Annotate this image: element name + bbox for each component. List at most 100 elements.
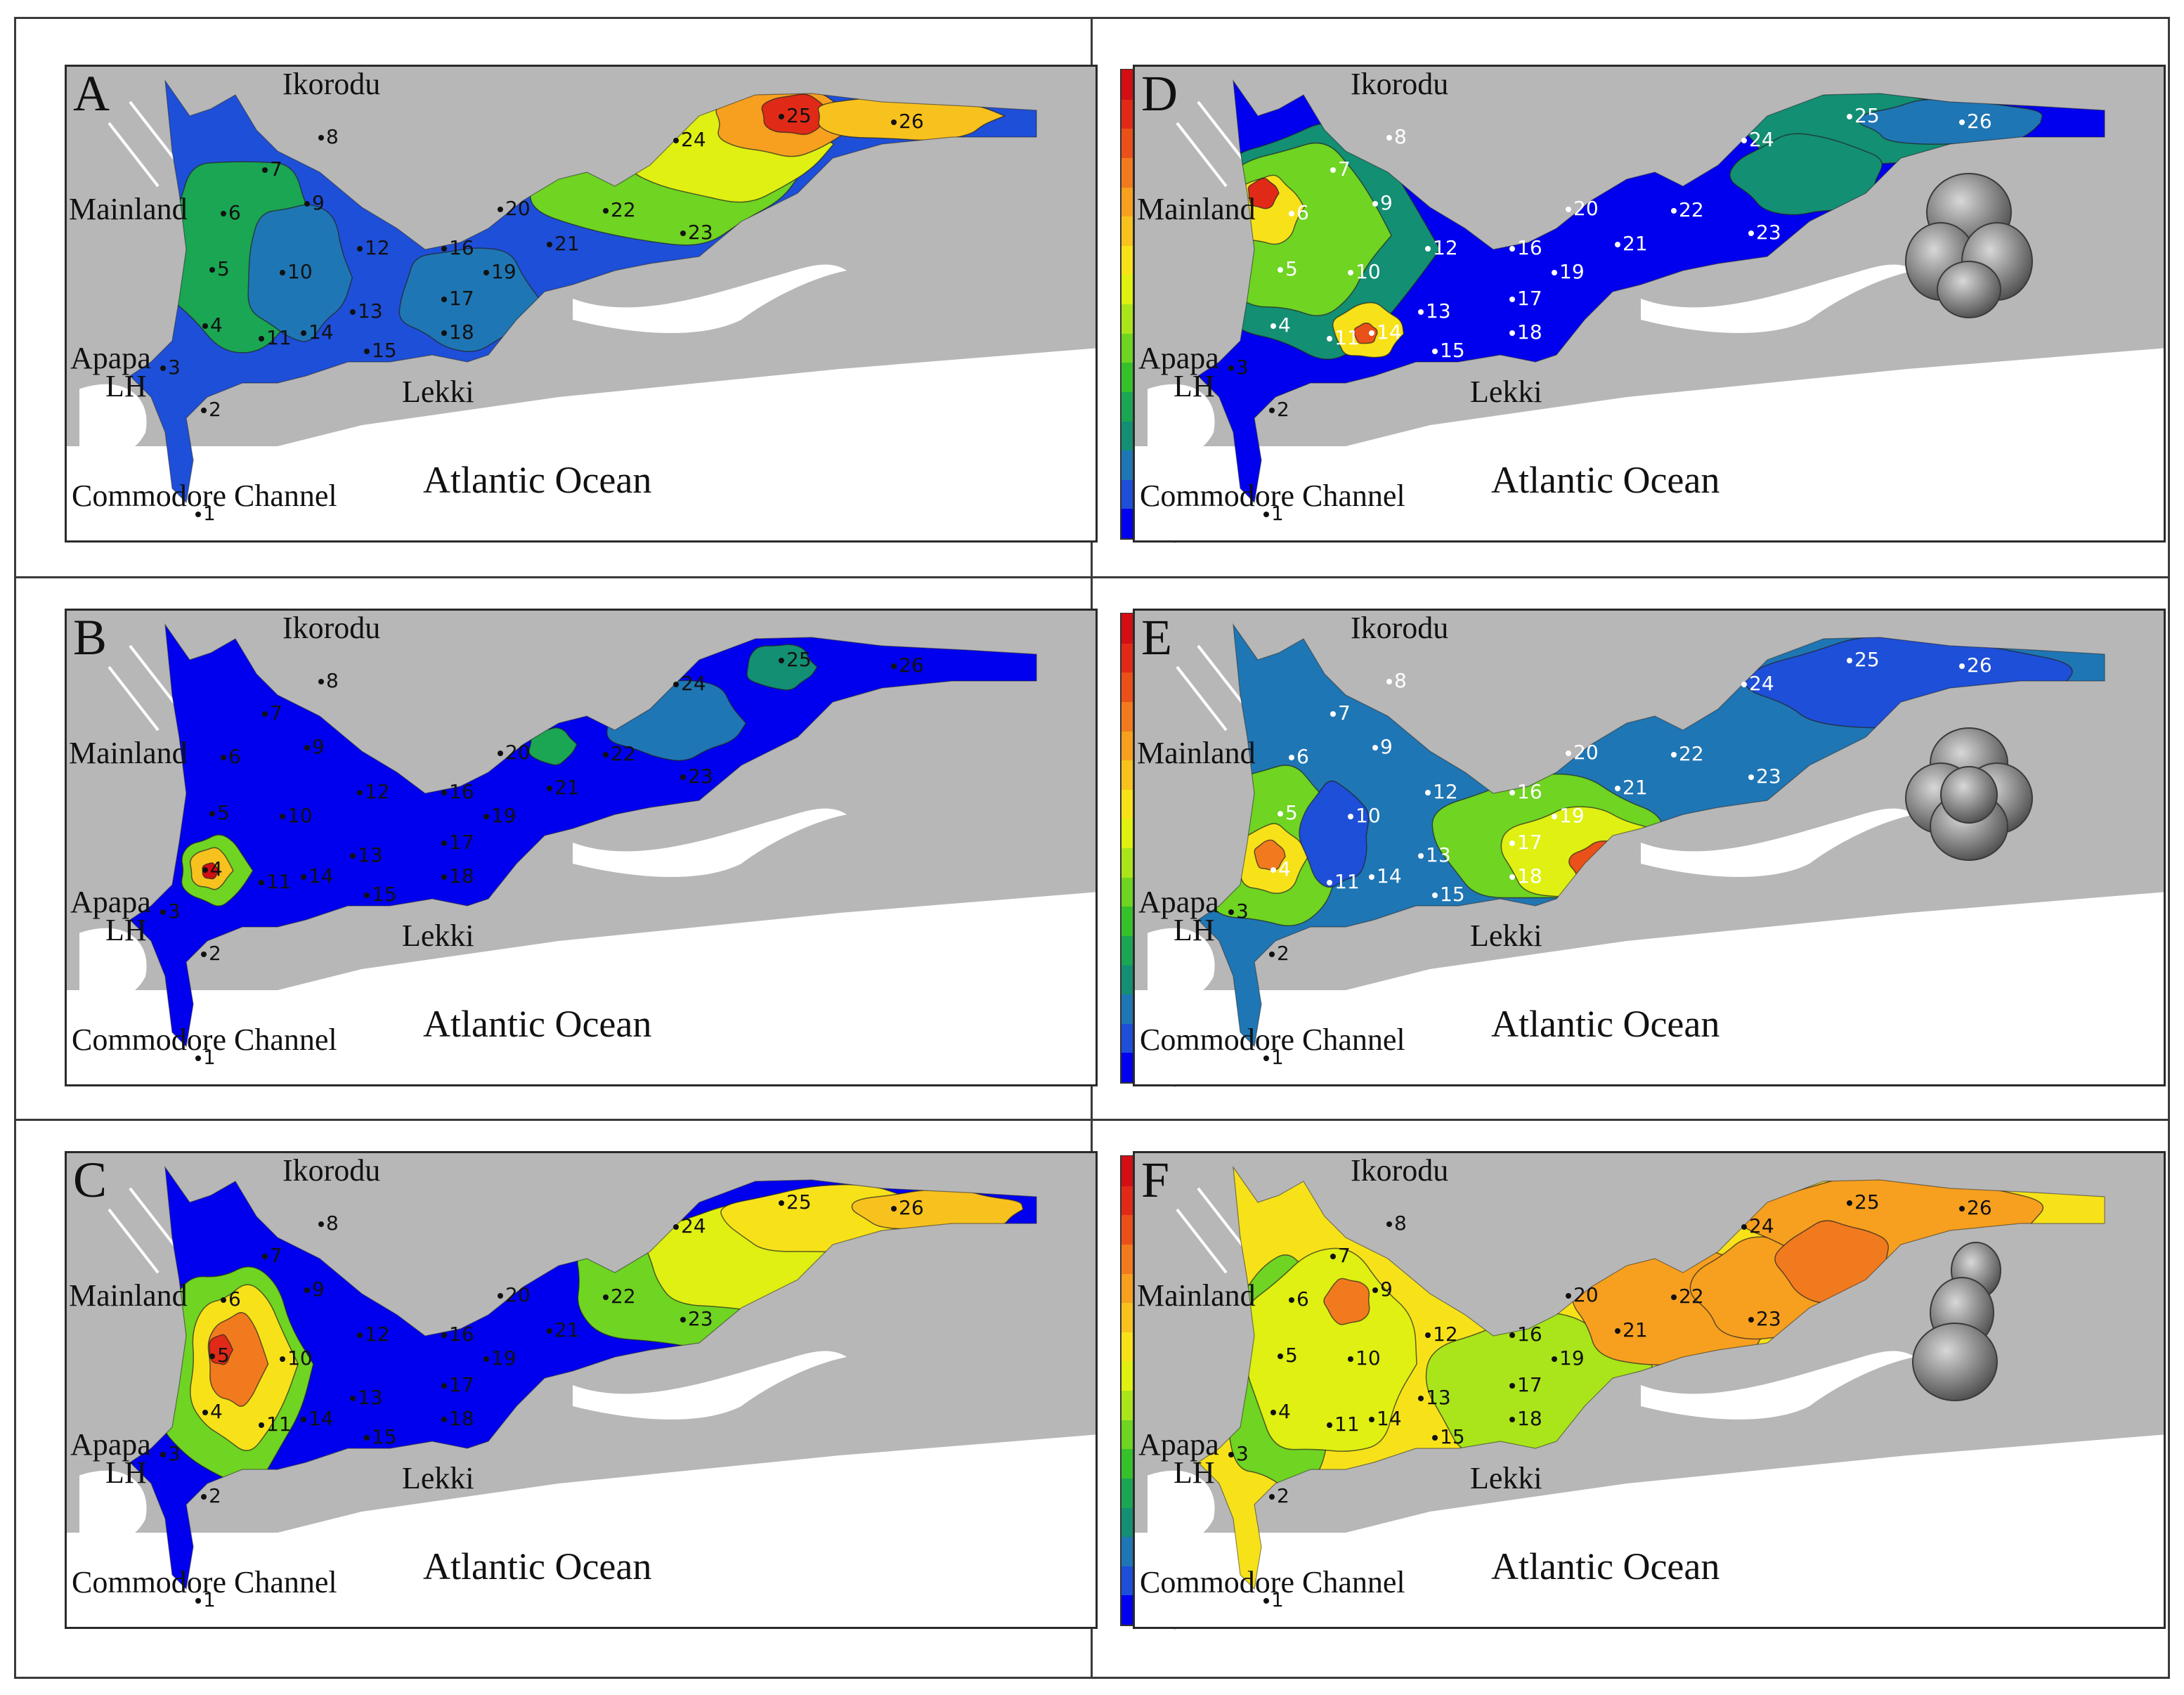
place-label-ikorodu: Ikorodu — [1351, 1153, 1449, 1188]
station-dot — [1289, 755, 1294, 760]
station-number: 3 — [1236, 1442, 1249, 1465]
station-label-9: 9 — [1372, 191, 1393, 214]
station-label-1: 1 — [195, 1046, 216, 1069]
station-label-5: 5 — [209, 257, 230, 280]
station-number: 6 — [228, 745, 241, 768]
station-dot — [1566, 1293, 1571, 1299]
station-number: 15 — [372, 339, 397, 362]
place-label-lh: LH — [1174, 913, 1215, 947]
station-label-24: 24 — [673, 128, 706, 151]
station-label-23: 23 — [1748, 221, 1781, 244]
station-dot — [280, 270, 285, 275]
station-number: 15 — [1440, 883, 1465, 906]
station-number: 7 — [270, 157, 282, 181]
station-label-3: 3 — [1228, 1442, 1249, 1465]
station-number: 3 — [168, 900, 181, 923]
station-dot — [1425, 790, 1431, 795]
station-dot — [1418, 1396, 1424, 1401]
station-number: 17 — [449, 831, 474, 854]
station-number: 18 — [1517, 320, 1542, 344]
panel-letter: C — [73, 1152, 108, 1208]
station-number: 8 — [326, 125, 339, 148]
station-number: 5 — [1285, 257, 1298, 280]
station-label-24: 24 — [1741, 128, 1774, 151]
station-label-18: 18 — [441, 320, 474, 344]
station-label-10: 10 — [1348, 1346, 1381, 1370]
station-label-6: 6 — [221, 1287, 241, 1311]
station-label-13: 13 — [1418, 299, 1451, 323]
station-dot — [301, 330, 306, 336]
station-dot — [1741, 138, 1747, 143]
contour-band — [746, 644, 818, 691]
outer-frame-left — [14, 17, 16, 1679]
map-panel-d: D Ikorodu Mainland Apapa LH Lekki Commodore Ch… — [1133, 65, 2166, 543]
station-number: 19 — [491, 804, 516, 827]
station-number: 4 — [210, 313, 223, 337]
station-label-19: 19 — [1552, 260, 1585, 283]
station-number: 16 — [449, 780, 474, 803]
station-number: 13 — [1426, 1386, 1451, 1409]
station-dot — [1847, 1200, 1852, 1206]
place-label-apapa: Apapa — [70, 885, 151, 919]
station-label-11: 11 — [1327, 870, 1360, 893]
station-number: 13 — [1426, 299, 1451, 323]
contour-band — [1240, 1247, 1417, 1452]
station-dot — [441, 1417, 447, 1422]
station-number: 12 — [365, 1323, 390, 1346]
station-dot — [1509, 874, 1515, 880]
station-dot — [1748, 1317, 1754, 1323]
station-label-19: 19 — [483, 804, 516, 827]
place-label-commodore: Commodore Channel — [72, 479, 337, 513]
station-label-8: 8 — [1386, 1212, 1407, 1235]
station-number: 22 — [1679, 198, 1704, 221]
station-label-14: 14 — [1369, 864, 1402, 888]
station-dot — [1348, 1356, 1353, 1362]
contour-band — [1247, 177, 1280, 209]
station-label-18: 18 — [1509, 864, 1542, 888]
station-label-25: 25 — [779, 1190, 812, 1214]
station-number: 3 — [168, 1442, 181, 1465]
station-label-7: 7 — [262, 701, 282, 725]
map-panel-c: C Ikorodu Mainland Apapa LH Lekki Commodore Ch… — [65, 1151, 1191, 1633]
station-dot — [603, 1294, 609, 1300]
contour-band — [761, 93, 834, 136]
station-label-26: 26 — [891, 110, 924, 133]
place-label-lekki: Lekki — [1470, 918, 1542, 953]
map-frame — [1133, 609, 2166, 1086]
contour-band — [1353, 323, 1378, 344]
station-dot — [1418, 853, 1424, 859]
place-label-ikorodu: Ikorodu — [282, 611, 381, 645]
map-panel-e: E Ikorodu Mainland Apapa LH Lekki Commodore Ch… — [1133, 609, 2166, 1086]
map-panel-a: A Ikorodu Mainland Apapa LH Lekki Commodore Ch… — [65, 65, 1191, 547]
station-dot — [483, 1356, 489, 1362]
station-dot — [1509, 790, 1515, 795]
station-dot — [441, 246, 447, 252]
station-number: 5 — [217, 257, 230, 280]
station-dot — [1432, 1435, 1438, 1441]
station-label-13: 13 — [1418, 1386, 1451, 1409]
station-number: 22 — [1679, 742, 1704, 765]
station-dot — [1748, 230, 1754, 236]
station-label-1: 1 — [195, 502, 216, 525]
station-label-3: 3 — [1228, 356, 1249, 379]
station-label-21: 21 — [547, 232, 580, 255]
station-number: 10 — [287, 1346, 313, 1370]
station-number: 23 — [688, 765, 713, 788]
station-number: 22 — [611, 1285, 636, 1308]
station-dot — [1228, 365, 1234, 371]
station-dot — [1330, 167, 1336, 173]
station-number: 5 — [217, 801, 230, 824]
station-dot — [1330, 711, 1336, 717]
station-dot — [1278, 267, 1283, 273]
station-label-10: 10 — [1348, 804, 1381, 827]
station-label-17: 17 — [441, 831, 474, 854]
station-dot — [350, 853, 356, 859]
station-number: 26 — [1967, 1196, 1992, 1219]
station-dot — [1748, 774, 1754, 780]
station-label-16: 16 — [441, 236, 474, 259]
station-dot — [1263, 512, 1269, 517]
station-dot — [1386, 679, 1392, 684]
station-dot — [1566, 751, 1571, 756]
station-label-18: 18 — [441, 1407, 474, 1430]
